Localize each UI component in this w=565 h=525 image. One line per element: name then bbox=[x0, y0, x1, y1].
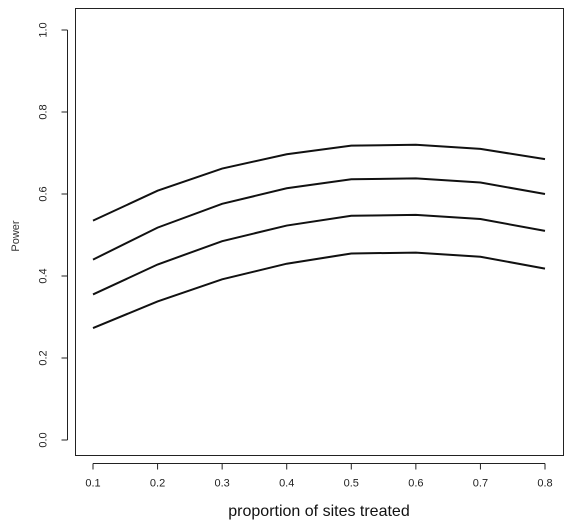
y-tick-label: 0.8 bbox=[38, 104, 50, 119]
y-tick-label: 0.0 bbox=[38, 432, 50, 447]
y-tick-label: 1.0 bbox=[38, 22, 50, 37]
x-axis: 0.1 0.2 0.3 0.4 0.5 0.6 0.7 0.8 bbox=[85, 463, 553, 490]
x-tick-label: 0.7 bbox=[473, 478, 488, 490]
x-axis-label: proportion of sites treated bbox=[228, 503, 409, 520]
x-tick-label: 0.1 bbox=[85, 478, 100, 490]
x-tick-label: 0.5 bbox=[344, 478, 359, 490]
y-tick-label: 0.6 bbox=[38, 186, 50, 201]
y-tick-label: 0.4 bbox=[38, 268, 50, 283]
y-axis: 0.0 0.2 0.4 0.6 0.8 1.0 bbox=[38, 22, 68, 448]
series-group bbox=[92, 143, 546, 329]
x-tick-label: 0.2 bbox=[150, 478, 165, 490]
x-tick-label: 0.3 bbox=[214, 478, 229, 490]
series-line-4 bbox=[92, 251, 546, 329]
series-line-3 bbox=[92, 213, 546, 296]
plot-frame bbox=[75, 8, 564, 456]
y-tick-label: 0.2 bbox=[38, 350, 50, 365]
x-tick-label: 0.6 bbox=[408, 478, 423, 490]
x-tick-label: 0.8 bbox=[537, 478, 552, 490]
x-tick-label: 0.4 bbox=[279, 478, 294, 490]
y-axis-label: Power bbox=[10, 220, 22, 252]
series-line-1 bbox=[92, 143, 546, 222]
series-line-2 bbox=[92, 177, 546, 261]
